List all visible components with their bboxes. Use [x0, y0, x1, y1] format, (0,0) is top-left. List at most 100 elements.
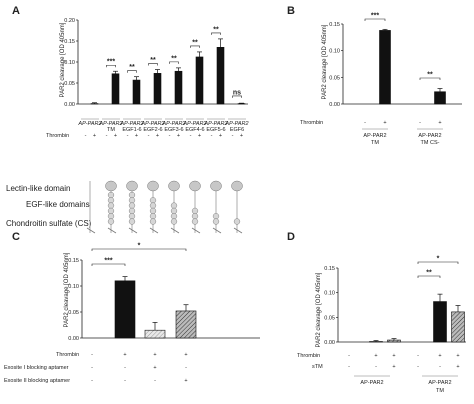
panel-c-bracket: [91, 248, 187, 251]
panel-a-group-label: EGF3-6: [164, 127, 183, 133]
panel-a-thrombin-value: +: [135, 133, 138, 139]
panel-a-thrombin-value: -: [85, 133, 87, 139]
schematic-egf-domain: [149, 202, 157, 209]
panel-a-thrombin-value: -: [127, 133, 129, 139]
panel-c-row-value: -: [124, 365, 126, 371]
panel-a-group-label: AP-PAR2: [119, 121, 143, 127]
panel-b-ytick-label: 0.00: [329, 102, 340, 108]
schematic-egf-domain: [107, 207, 115, 215]
schematic-lectin-domain: [189, 180, 201, 192]
domain-label-egf: EGF-like domains: [26, 200, 90, 209]
panel-b-significance: ***: [371, 13, 379, 20]
panel-b-group-label: AP-PAR2: [418, 133, 441, 139]
panel-c-ytick-label: 0.00: [68, 336, 79, 342]
schematic-lectin-domain: [168, 180, 180, 192]
panel-a-significance: **: [129, 64, 135, 71]
panel-a-thrombin-value: +: [156, 133, 159, 139]
panel-b-ytick-label: 0.15: [329, 22, 340, 28]
panel-c-bracket: [91, 263, 126, 266]
panel-d-row-value: -: [348, 353, 350, 359]
panel-a-bracket: [148, 63, 158, 66]
panel-b-ytick-label: 0.10: [329, 49, 340, 55]
panel-b-row-label: Thrombin: [300, 120, 323, 126]
panel-d-row-value: -: [417, 364, 419, 370]
panel-a-group-label: EGF4-6: [185, 127, 204, 133]
schematic-egf-domain: [212, 213, 220, 220]
panel-c-row-value: -: [124, 378, 126, 384]
panel-label-b: B: [287, 5, 295, 17]
panel-d-bar: [451, 311, 465, 343]
panel-label-c: C: [12, 231, 20, 243]
schematic-cs-chain: [149, 227, 159, 234]
panel-c-ytick-label: 0.05: [68, 310, 79, 316]
domain-label-cs: Chondroitin sulfate (CS): [6, 219, 92, 228]
schematic-egf-domain: [128, 197, 136, 204]
panel-d-row-value: +: [456, 353, 459, 359]
panel-c-row-value: -: [185, 365, 187, 371]
schematic-egf-domain: [170, 207, 178, 215]
panel-a-thrombin-value: -: [232, 133, 234, 139]
schematic-egf-domain: [107, 202, 115, 209]
panel-a-group-label: AP-PAR2: [161, 121, 185, 127]
panel-a-bracket: [211, 32, 221, 35]
panel-a-bracket: [127, 70, 137, 73]
schematic-egf-domain: [107, 213, 115, 220]
panel-d-ytick-label: 0.05: [324, 315, 335, 321]
panel-a-ytick-label: 0.05: [64, 81, 75, 87]
panel-a-thrombin-value: +: [219, 133, 222, 139]
panel-a-bracket: [232, 95, 242, 98]
panel-c-significance: *: [138, 243, 141, 250]
panel-a-group-label: TM: [107, 127, 115, 133]
panel-c-bar: [144, 329, 166, 339]
panel-d-row-value: +: [392, 364, 395, 370]
panel-a-bar: [111, 73, 120, 105]
schematic-cs-chain: [170, 227, 180, 234]
panel-b-group-label: AP-PAR2: [363, 133, 386, 139]
panel-b-thrombin-value: -: [364, 120, 366, 126]
panel-a-bracket: [106, 64, 116, 68]
schematic-egf-domain: [149, 207, 157, 215]
schematic-cs-chain: [107, 227, 117, 234]
panel-b-thrombin-value: -: [419, 120, 421, 126]
panel-c-row-label: Exosite I blocking aptamer: [4, 365, 69, 371]
schematic-egf-domain: [128, 207, 136, 215]
schematic-egf-domain: [170, 213, 178, 220]
panel-a-ytick-label: 0.10: [64, 60, 75, 66]
panel-a-group-label: EGF5-6: [206, 127, 225, 133]
chart-marks: 0.000.050.100.150.20- +AP-PAR2- +AP-PAR2TM…: [4, 13, 466, 394]
panel-a-ylabel: PAR2 cleavage [OD 405nm]: [60, 22, 66, 97]
panel-a-group-label: AP-PAR2: [140, 121, 164, 127]
panel-a-thrombin-value: +: [177, 133, 180, 139]
schematic-cs-chain: [233, 227, 243, 234]
panel-a-group-label: AP-PAR2: [203, 121, 227, 127]
panel-a-bar: [195, 56, 204, 105]
schematic-egf-domain: [128, 202, 136, 209]
panel-a-ytick-label: 0.20: [64, 18, 75, 24]
domain-label-lectin: Lectin-like domain: [6, 184, 70, 193]
panel-c-significance: ***: [104, 258, 112, 265]
panel-a-group-label: EGF2-6: [143, 127, 162, 133]
panel-c-row-value: +: [184, 352, 187, 358]
schematic-lectin-domain: [126, 180, 138, 192]
panel-d-row-value: +: [438, 353, 441, 359]
panel-a-bar: [153, 73, 162, 105]
panel-a-significance: **: [150, 57, 156, 64]
panel-b-bar: [434, 91, 446, 105]
schematic-cs-chain: [191, 227, 201, 234]
panel-d-row-value: +: [456, 364, 459, 370]
panel-c-row-value: +: [153, 352, 156, 358]
schematic-egf-domain: [107, 218, 115, 225]
panel-a-thrombin-value: +: [240, 133, 243, 139]
panel-b-thrombin-value: +: [438, 120, 441, 126]
panel-d-row-value: +: [392, 353, 395, 359]
panel-d-row-label: sTM: [312, 364, 323, 370]
panel-a-bar: [132, 79, 141, 105]
panel-a-significance: ***: [107, 59, 115, 66]
panel-c-ylabel: PAR2 cleavage [OD 405nm]: [64, 252, 70, 327]
panel-d-ytick-label: 0.10: [324, 291, 335, 297]
panel-d-row-value: -: [439, 364, 441, 370]
panel-a-thrombin-value: -: [190, 133, 192, 139]
panel-a-significance: **: [171, 55, 177, 62]
schematic-egf-domain: [107, 191, 115, 199]
